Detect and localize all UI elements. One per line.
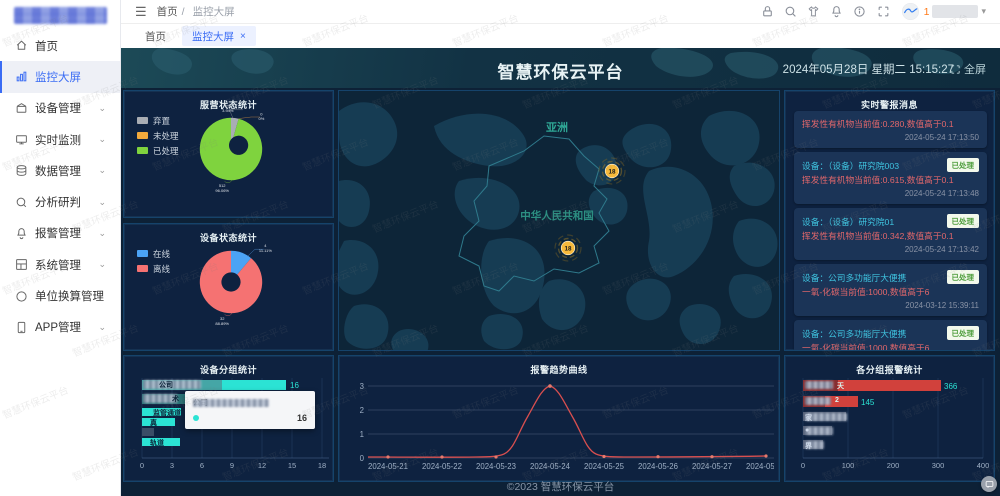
svg-text:2: 2 xyxy=(360,406,364,415)
svg-text:16: 16 xyxy=(290,381,299,390)
svg-text:0: 0 xyxy=(801,461,805,470)
svg-text:2024-05-21: 2024-05-21 xyxy=(368,462,408,471)
svg-text:2024-05-28: 2024-05-28 xyxy=(746,462,774,471)
svg-text:3: 3 xyxy=(360,382,364,391)
svg-text:1: 1 xyxy=(360,430,364,439)
svg-text:亚洲: 亚洲 xyxy=(546,121,568,134)
svg-text:2024-05-23: 2024-05-23 xyxy=(476,462,516,471)
svg-text:32: 32 xyxy=(220,316,225,321)
svg-text:2024-05-27: 2024-05-27 xyxy=(692,462,732,471)
svg-text:512: 512 xyxy=(219,183,226,188)
svg-text:12: 12 xyxy=(258,461,266,470)
svg-text:3: 3 xyxy=(170,461,174,470)
svg-text:0: 0 xyxy=(360,454,365,463)
svg-text:366: 366 xyxy=(944,382,958,391)
svg-text:18: 18 xyxy=(318,461,326,470)
svg-text:2024-05-25: 2024-05-25 xyxy=(584,462,625,471)
svg-text:400: 400 xyxy=(977,461,990,470)
svg-text:2024-05-26: 2024-05-26 xyxy=(638,462,678,471)
svg-text:88.89%: 88.89% xyxy=(215,321,229,326)
svg-text:9: 9 xyxy=(230,461,234,470)
svg-text:0%: 0% xyxy=(259,116,265,121)
svg-text:0: 0 xyxy=(140,461,144,470)
svg-text:145: 145 xyxy=(861,398,875,407)
svg-text:300: 300 xyxy=(932,461,945,470)
svg-text:4: 4 xyxy=(264,243,267,248)
svg-text:200: 200 xyxy=(887,461,900,470)
svg-text:15: 15 xyxy=(288,461,296,470)
svg-text:96.06%: 96.06% xyxy=(215,188,229,193)
svg-text:中华人民共和国: 中华人民共和国 xyxy=(520,209,594,222)
svg-text:3.94%: 3.94% xyxy=(222,108,234,113)
svg-text:11.11%: 11.11% xyxy=(259,248,272,253)
svg-text:100: 100 xyxy=(842,461,855,470)
svg-text:2024-05-24: 2024-05-24 xyxy=(530,462,571,471)
svg-text:6: 6 xyxy=(200,461,204,470)
svg-text:2024-05-22: 2024-05-22 xyxy=(422,462,462,471)
